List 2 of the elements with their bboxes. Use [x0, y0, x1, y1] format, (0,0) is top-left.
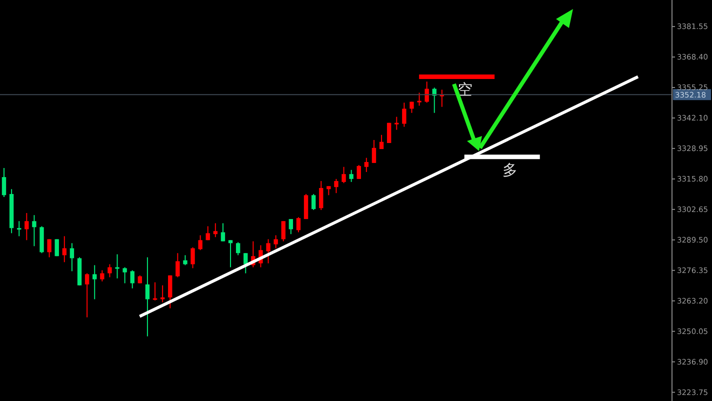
series-label: 空: [457, 80, 472, 99]
series-label: 多: [502, 160, 518, 179]
